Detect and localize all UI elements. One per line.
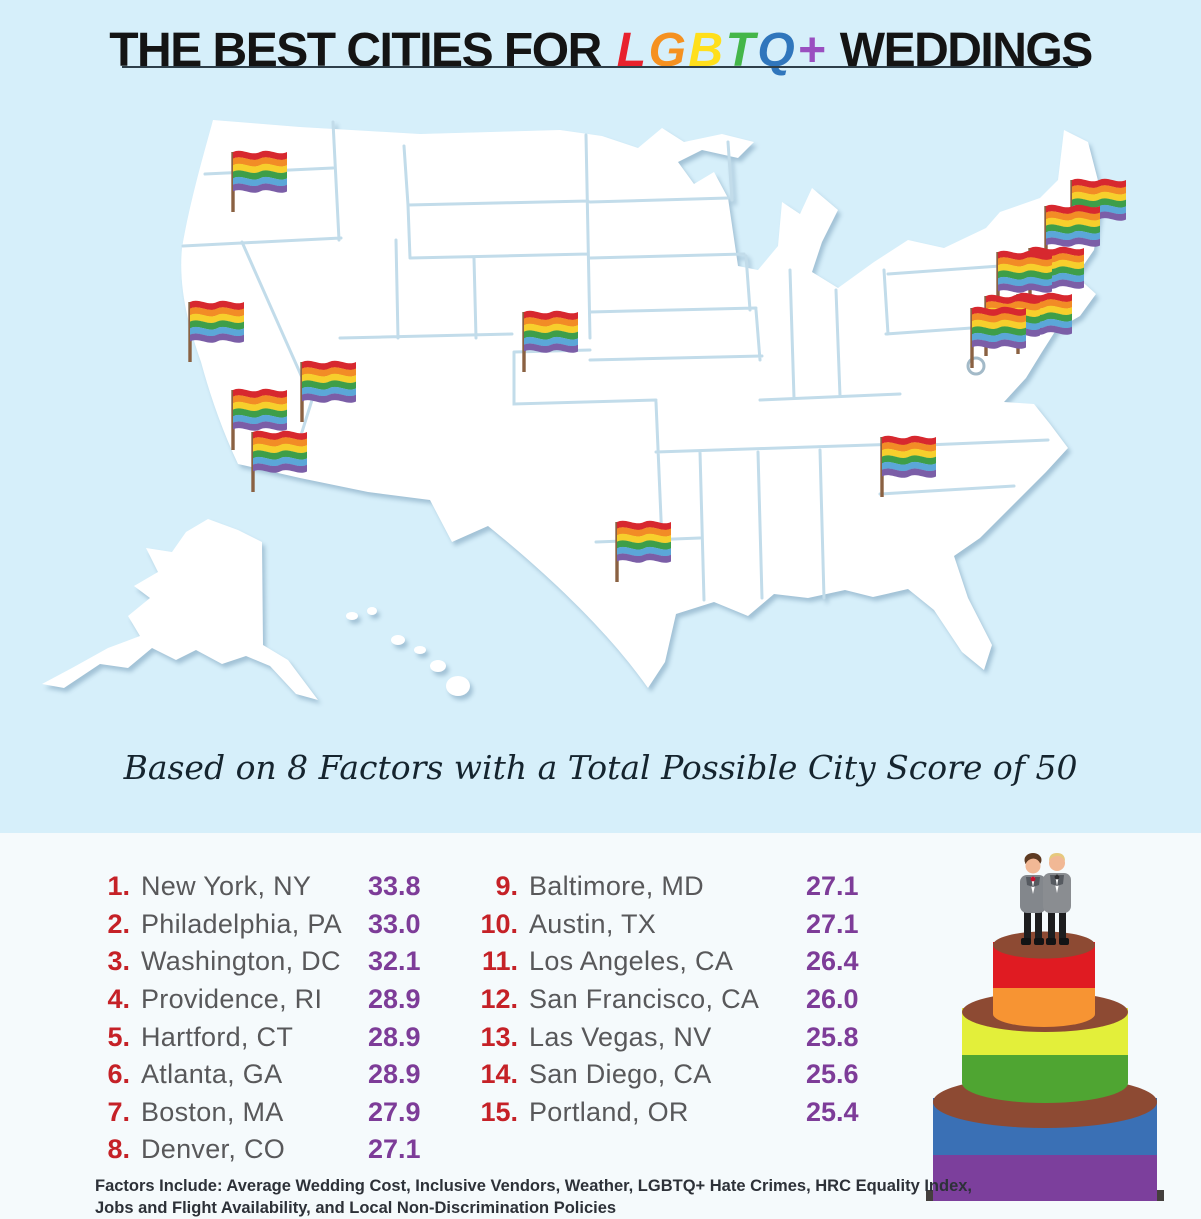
city-name: San Diego, CA [518,1059,806,1090]
city-name: San Francisco, CA [518,984,806,1015]
city-score: 27.1 [806,909,876,940]
rank-number: 5. [92,1022,130,1053]
rank-number: 8. [92,1134,130,1165]
city-name: Providence, RI [130,984,368,1015]
city-score: 33.8 [368,871,438,902]
city-name: Atlanta, GA [130,1059,368,1090]
rank-number: 3. [92,946,130,977]
rank-number: 4. [92,984,130,1015]
city-name: New York, NY [130,871,368,902]
city-score: 26.0 [806,984,876,1015]
city-name: Washington, DC [130,946,368,977]
contiguous-us-landmass [181,120,1102,688]
city-name: Portland, OR [518,1097,806,1128]
alaska-landmass [42,519,318,700]
rank-number: 9. [462,871,518,902]
city-name: Los Angeles, CA [518,946,806,977]
city-score: 27.1 [806,871,876,902]
city-name: Boston, MA [130,1097,368,1128]
city-score: 28.9 [368,1059,438,1090]
city-name: Baltimore, MD [518,871,806,902]
map-caption: Based on 8 Factors with a Total Possible… [0,748,1201,787]
city-name: Austin, TX [518,909,806,940]
city-score: 28.9 [368,984,438,1015]
rank-number: 11. [462,946,518,977]
rank-number: 2. [92,909,130,940]
factors-footnote: Factors Include: Average Wedding Cost, I… [95,1176,1055,1219]
city-score: 28.9 [368,1022,438,1053]
city-name: Las Vegas, NV [518,1022,806,1053]
factors-line-1: Factors Include: Average Wedding Cost, I… [95,1176,1055,1198]
city-score: 32.1 [368,946,438,977]
rank-number: 7. [92,1097,130,1128]
rank-number: 14. [462,1059,518,1090]
rank-number: 15. [462,1097,518,1128]
city-score: 25.6 [806,1059,876,1090]
rank-number: 6. [92,1059,130,1090]
city-name: Denver, CO [130,1134,368,1165]
city-name: Philadelphia, PA [130,909,368,940]
rank-number: 10. [462,909,518,940]
city-score: 26.4 [806,946,876,977]
city-score: 25.4 [806,1097,876,1128]
city-score: 25.8 [806,1022,876,1053]
pride-flag-marker [251,431,307,492]
city-score: 27.9 [368,1097,438,1128]
rank-number: 1. [92,871,130,902]
hawaii-islands [346,607,470,696]
city-score: 33.0 [368,909,438,940]
city-score: 27.1 [368,1134,438,1165]
rank-number: 13. [462,1022,518,1053]
city-name: Hartford, CT [130,1022,368,1053]
rank-number: 12. [462,984,518,1015]
